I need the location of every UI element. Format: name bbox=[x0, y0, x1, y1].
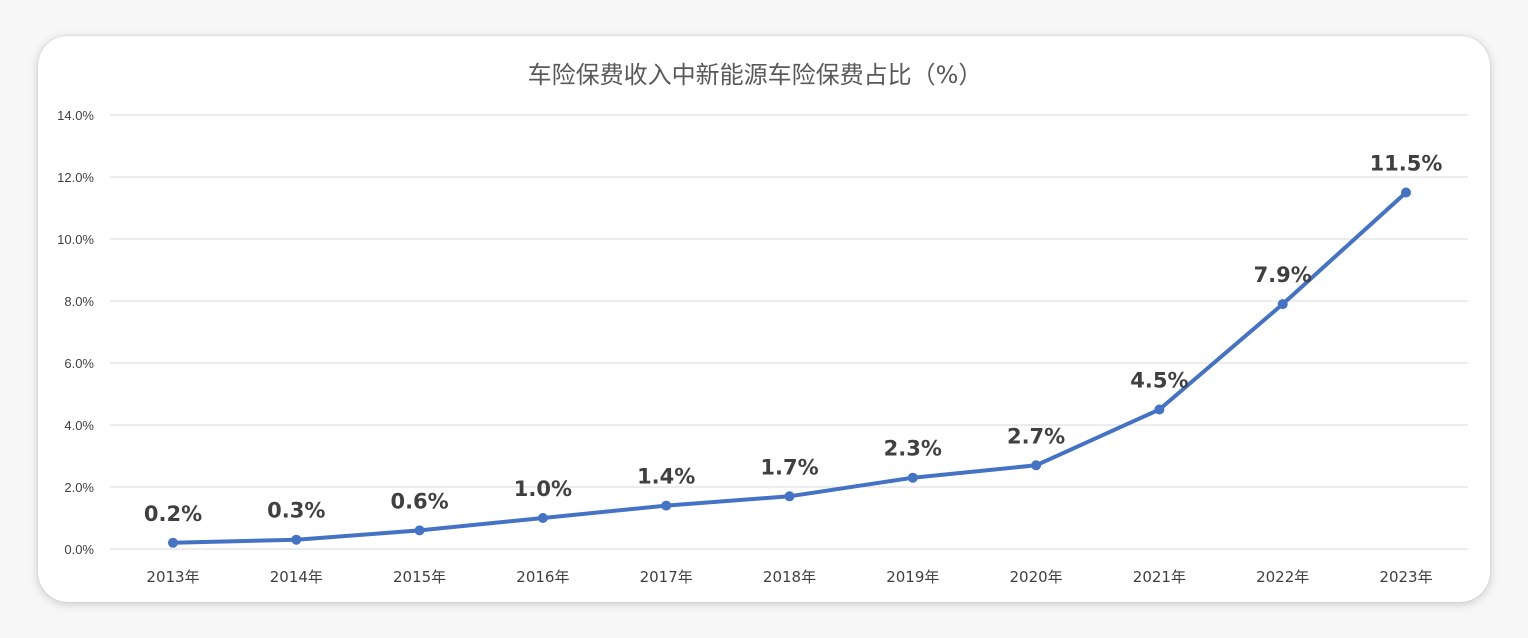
x-tick-label: 2022年 bbox=[1256, 568, 1309, 586]
data-point bbox=[537, 513, 548, 523]
data-point bbox=[1031, 460, 1042, 471]
x-tick-label: 2023年 bbox=[1379, 568, 1432, 586]
data-point bbox=[291, 534, 302, 545]
y-tick-label: 6.0% bbox=[64, 356, 94, 371]
data-point bbox=[661, 500, 672, 511]
y-tick-label: 2.0% bbox=[64, 480, 94, 495]
x-tick-label: 2017年 bbox=[640, 568, 693, 586]
series-line bbox=[171, 190, 1408, 545]
x-tick-label: 2020年 bbox=[1010, 568, 1063, 586]
data-labels: 0.2% 0.3% 0.6% 1.0% 1.4% 1.7% 2.3% 2.7% 4.5% 7.9%… bbox=[144, 152, 1443, 526]
data-label: 7.9% bbox=[1254, 263, 1312, 287]
data-label: 1.0% bbox=[514, 477, 572, 501]
data-label: 0.2% bbox=[144, 502, 202, 526]
y-tick-label: 0.0% bbox=[64, 542, 94, 557]
data-label: 4.5% bbox=[1130, 369, 1188, 393]
data-point bbox=[1277, 299, 1288, 310]
data-point bbox=[1401, 187, 1411, 198]
x-tick-label: 2014年 bbox=[270, 568, 323, 586]
x-tick-label: 2021年 bbox=[1133, 568, 1186, 586]
y-axis-ticks: 0.0% 2.0% 4.0% 6.0% 8.0% 10.0% 12.0% 14.0% bbox=[57, 108, 94, 557]
chart-title: 车险保费收入中新能源车险保费占比（%） bbox=[528, 61, 983, 89]
chart-card bbox=[38, 36, 1490, 602]
data-label: 1.7% bbox=[760, 455, 818, 479]
x-tick-label: 2016年 bbox=[516, 568, 569, 586]
series-layer bbox=[168, 187, 1411, 548]
y-tick-label: 4.0% bbox=[64, 418, 94, 433]
data-point bbox=[1154, 404, 1165, 415]
x-tick-label: 2019年 bbox=[886, 568, 939, 586]
data-label: 0.3% bbox=[267, 499, 325, 523]
x-axis-ticks: 2013年 2014年 2015年 2016年 2017年 2018年 2019年 2020年… bbox=[146, 568, 1432, 586]
gridlines bbox=[110, 114, 1468, 550]
y-tick-label: 14.0% bbox=[57, 108, 94, 123]
data-point bbox=[907, 472, 918, 483]
y-tick-label: 8.0% bbox=[64, 294, 94, 309]
data-point bbox=[784, 491, 795, 502]
data-point bbox=[414, 525, 425, 536]
x-tick-label: 2015年 bbox=[393, 568, 446, 586]
data-label: 2.3% bbox=[884, 437, 942, 461]
x-tick-label: 2018年 bbox=[763, 568, 816, 586]
y-tick-label: 12.0% bbox=[57, 170, 94, 185]
y-tick-label: 10.0% bbox=[57, 232, 94, 247]
x-tick-label: 2013年 bbox=[146, 568, 199, 586]
data-label: 2.7% bbox=[1007, 424, 1065, 448]
data-label: 1.4% bbox=[637, 465, 695, 489]
data-label: 0.6% bbox=[390, 489, 448, 513]
data-point bbox=[168, 537, 178, 548]
data-label: 11.5% bbox=[1370, 152, 1443, 176]
